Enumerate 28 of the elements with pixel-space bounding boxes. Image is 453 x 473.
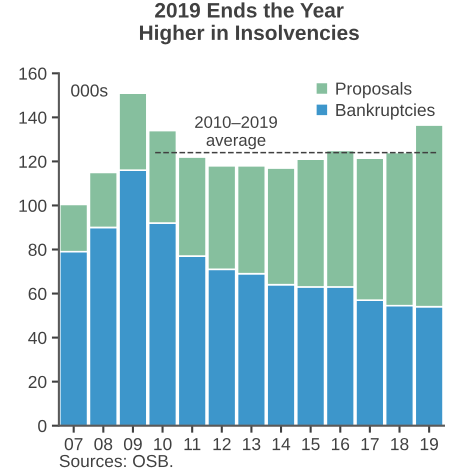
y-tick-label: 100 xyxy=(19,200,46,212)
x-tick-label: 14 xyxy=(272,438,290,450)
y-tick-label: 20 xyxy=(28,376,46,388)
x-tick-label: 16 xyxy=(332,438,350,450)
x-tick-label: 11 xyxy=(184,438,200,450)
chart-title: 2019 Ends the Year Higher in Insolvencies xyxy=(140,2,359,44)
x-tick-label: 18 xyxy=(391,438,408,450)
x-tick-label: 19 xyxy=(420,438,438,450)
y-tick-label: 0 xyxy=(38,420,46,432)
x-tick-label: 10 xyxy=(154,438,172,450)
x-tick-label: 13 xyxy=(243,438,260,450)
y-tick-label: 60 xyxy=(28,288,46,300)
y-tick-label: 160 xyxy=(19,67,46,80)
x-tick-label: 07 xyxy=(64,438,82,450)
ref-line-label: 2010–2019 average xyxy=(195,116,277,150)
x-tick-label: 17 xyxy=(362,438,379,450)
legend-label: Bankruptcies xyxy=(336,103,435,120)
source-note: Sources: OSB. xyxy=(60,454,172,468)
y-tick-label: 120 xyxy=(19,156,46,168)
x-tick-label: 08 xyxy=(94,438,112,450)
x-tick-label: 12 xyxy=(213,438,231,450)
y-tick-label: 40 xyxy=(28,332,46,344)
x-tick-label: 15 xyxy=(302,438,320,450)
y-tick-label: 140 xyxy=(19,112,46,124)
x-tick-label: 09 xyxy=(124,438,142,450)
legend-label: Proposals xyxy=(336,82,412,98)
y-tick-label: 80 xyxy=(28,244,46,256)
annotation: 000s xyxy=(71,84,108,97)
